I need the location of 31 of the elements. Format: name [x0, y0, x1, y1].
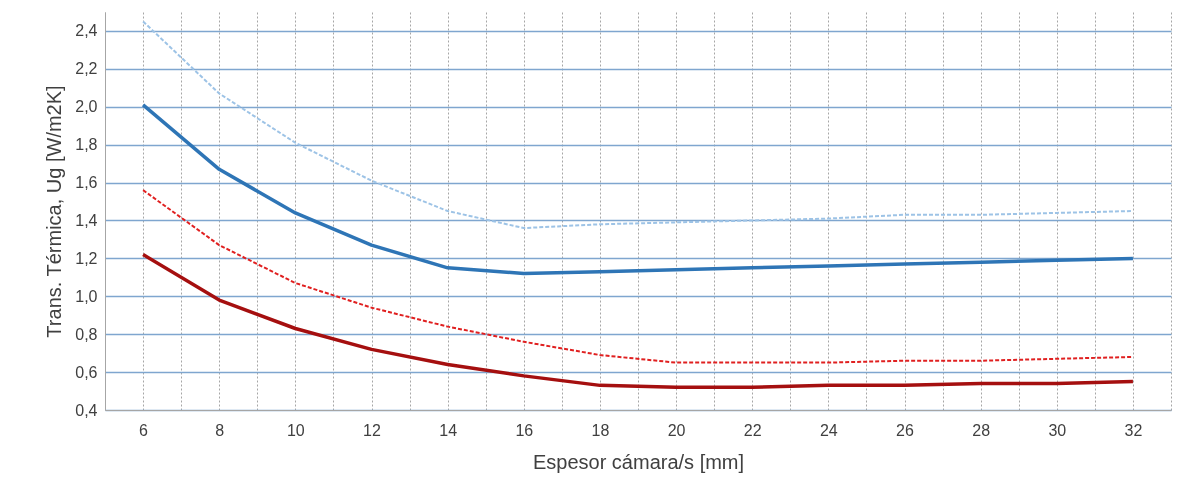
- y-tick-label: 2,0: [75, 98, 98, 116]
- x-tick-label: 18: [591, 421, 610, 439]
- line-series: [142, 20, 1134, 230]
- y-tick-label: 1,8: [75, 136, 98, 154]
- x-tick-label: 20: [667, 421, 686, 439]
- x-tick-label: 8: [215, 421, 225, 439]
- x-tick-label: 10: [286, 421, 305, 439]
- y-tick-label: 1,6: [75, 174, 98, 192]
- x-tick-label: 12: [363, 421, 381, 439]
- y-tick-label: 2,4: [75, 22, 98, 40]
- x-tick-label: 32: [1124, 421, 1143, 439]
- x-tick-label: 24: [819, 421, 838, 439]
- y-tick-label: 0,6: [75, 363, 98, 381]
- x-tick-label: 14: [439, 421, 458, 439]
- line-series: [141, 252, 1135, 390]
- x-axis-title: Espesor cámara/s [mm]: [532, 450, 745, 473]
- x-tick-label: 16: [515, 421, 534, 439]
- x-tick-label: 28: [972, 421, 991, 439]
- y-tick-label: 0,8: [75, 325, 98, 343]
- y-tick-label: 0,4: [75, 401, 98, 419]
- y-axis-title: Trans. Térmica, Ug [W/m2K]: [43, 85, 66, 338]
- y-tick-label: 2,2: [75, 60, 98, 78]
- line-series: [142, 189, 1134, 364]
- x-tick-label: 26: [896, 421, 914, 439]
- y-tick-label: 1,2: [75, 249, 98, 267]
- x-tick-label: 22: [743, 421, 762, 439]
- line-series: [141, 103, 1135, 276]
- y-tick-label: 1,0: [75, 287, 98, 305]
- x-tick-label: 6: [139, 421, 149, 439]
- y-tick-label: 1,4: [75, 211, 98, 229]
- x-tick-label: 30: [1048, 421, 1067, 439]
